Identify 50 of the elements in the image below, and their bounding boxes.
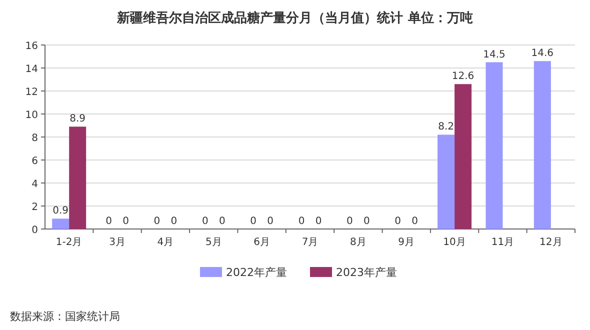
data-label: 0 — [170, 216, 178, 227]
y-tick-label: 4 — [32, 179, 38, 190]
y-tick-label: 14 — [25, 64, 38, 75]
y-tick-label: 6 — [32, 156, 38, 167]
data-label: 14.5 — [483, 49, 506, 60]
data-label: 0.9 — [52, 206, 69, 217]
data-label: 0 — [394, 216, 402, 227]
x-tick-label: 12月 — [540, 237, 562, 248]
x-tick-label: 1-2月 — [56, 237, 82, 248]
bar — [454, 84, 472, 229]
x-tick-label: 10月 — [443, 237, 466, 248]
data-label: 8.9 — [70, 114, 86, 125]
data-label: 0 — [106, 216, 112, 227]
x-tick-label: 8月 — [350, 237, 366, 248]
x-tick-label: 6月 — [254, 237, 270, 248]
data-label: 14.6 — [531, 48, 554, 60]
x-tick-label: 4月 — [157, 237, 174, 248]
bar — [486, 62, 503, 229]
data-label: 0 — [250, 216, 257, 227]
y-tick-label: 8 — [32, 133, 38, 144]
data-label: 0 — [346, 216, 353, 227]
y-tick-label: 2 — [32, 202, 38, 213]
chart-title: 新疆维吾尔自治区成品糖产量分月（当月值）统计 单位：万吨 — [116, 10, 473, 26]
data-label: 0 — [315, 216, 322, 227]
x-tick-label: 11月 — [491, 237, 514, 248]
bar — [438, 134, 455, 229]
bar — [69, 126, 86, 229]
x-tick-label: 7月 — [302, 237, 318, 248]
data-label: 0 — [267, 216, 274, 227]
data-label: 0 — [202, 216, 208, 227]
y-tick-label: 10 — [25, 110, 38, 121]
data-label: 0 — [298, 216, 305, 227]
legend-label: 2023年产量 — [336, 266, 397, 279]
data-label: 0 — [218, 216, 226, 227]
x-tick-label: 9月 — [398, 237, 415, 248]
bar — [52, 218, 70, 229]
data-label: 0 — [154, 216, 160, 227]
data-label: 0 — [122, 216, 129, 227]
data-label: 12.6 — [452, 71, 474, 82]
y-tick-label: 12 — [25, 87, 38, 98]
y-tick-label: 16 — [25, 41, 38, 52]
bar — [534, 61, 551, 229]
data-label: 0 — [363, 216, 370, 227]
legend-label: 2022年产量 — [226, 266, 287, 279]
x-tick-label: 3月 — [109, 237, 126, 248]
x-tick-label: 5月 — [205, 237, 222, 248]
data-label: 0 — [412, 216, 418, 227]
y-tick-label: 0 — [32, 225, 38, 236]
data-label: 8.2 — [438, 122, 454, 133]
source-note: 数据来源：国家统计局 — [10, 310, 120, 323]
